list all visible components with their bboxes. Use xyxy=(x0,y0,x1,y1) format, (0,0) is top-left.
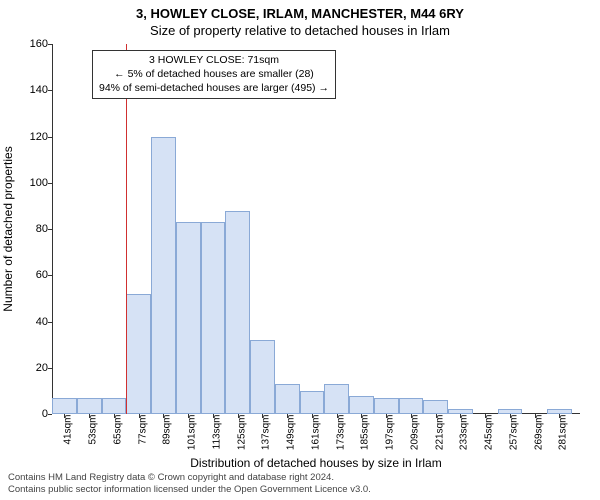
x-tick-label: 113sqm xyxy=(211,415,222,450)
histogram-bar xyxy=(102,398,127,414)
plot-inner: 02040608010012014016041sqm53sqm65sqm77sq… xyxy=(52,44,580,414)
y-tick-mark xyxy=(48,322,52,323)
x-tick-label: 209sqm xyxy=(409,415,420,451)
y-tick-label: 0 xyxy=(18,408,48,420)
y-tick-label: 20 xyxy=(18,362,48,374)
x-tick-label: 221sqm xyxy=(434,415,445,451)
chart-title-main: 3, HOWLEY CLOSE, IRLAM, MANCHESTER, M44 … xyxy=(0,0,600,21)
y-tick-mark xyxy=(48,90,52,91)
info-box: 3 HOWLEY CLOSE: 71sqm ← 5% of detached h… xyxy=(92,50,336,99)
x-tick-label: 281sqm xyxy=(558,415,569,451)
x-tick-label: 137sqm xyxy=(261,415,272,451)
x-axis-label: Distribution of detached houses by size … xyxy=(190,456,441,470)
x-tick-label: 269sqm xyxy=(533,415,544,451)
y-tick-mark xyxy=(48,44,52,45)
y-tick-label: 140 xyxy=(18,84,48,96)
histogram-bar xyxy=(324,384,349,414)
info-line-2: ← 5% of detached houses are smaller (28) xyxy=(99,67,329,81)
y-tick-mark xyxy=(48,368,52,369)
y-tick-mark xyxy=(48,229,52,230)
x-tick-label: 89sqm xyxy=(162,415,173,445)
y-tick-label: 160 xyxy=(18,38,48,50)
histogram-bar xyxy=(349,396,374,415)
info-line-1: 3 HOWLEY CLOSE: 71sqm xyxy=(99,53,329,67)
y-tick-label: 120 xyxy=(18,131,48,143)
marker-line xyxy=(126,44,127,414)
y-tick-label: 100 xyxy=(18,177,48,189)
x-tick-label: 149sqm xyxy=(286,415,297,451)
histogram-bar xyxy=(126,294,151,414)
histogram-bar xyxy=(201,222,226,414)
histogram-bar xyxy=(77,398,102,414)
x-tick-label: 233sqm xyxy=(459,415,470,451)
footer-attribution: Contains HM Land Registry data © Crown c… xyxy=(8,472,371,496)
plot-area: Number of detached properties Distributi… xyxy=(52,44,580,414)
x-tick-label: 41sqm xyxy=(63,415,74,445)
y-tick-mark xyxy=(48,275,52,276)
info-line-3: 94% of semi-detached houses are larger (… xyxy=(99,81,329,95)
histogram-bar xyxy=(300,391,325,414)
x-tick-label: 77sqm xyxy=(137,415,148,445)
y-axis-label: Number of detached properties xyxy=(1,146,15,311)
x-tick-label: 53sqm xyxy=(88,415,99,445)
x-tick-label: 185sqm xyxy=(360,415,371,451)
y-tick-mark xyxy=(48,183,52,184)
x-tick-label: 197sqm xyxy=(385,415,396,451)
y-tick-label: 40 xyxy=(18,316,48,328)
x-tick-label: 65sqm xyxy=(112,415,123,445)
histogram-bar xyxy=(374,398,399,414)
y-tick-label: 80 xyxy=(18,223,48,235)
histogram-bar xyxy=(151,137,176,415)
histogram-bar xyxy=(250,340,275,414)
histogram-bar xyxy=(52,398,77,414)
histogram-bar xyxy=(399,398,424,414)
footer-line-2: Contains public sector information licen… xyxy=(8,484,371,496)
histogram-bar xyxy=(225,211,250,415)
histogram-bar xyxy=(176,222,201,414)
x-tick-label: 173sqm xyxy=(335,415,346,451)
y-tick-mark xyxy=(48,414,52,415)
chart-container: 3, HOWLEY CLOSE, IRLAM, MANCHESTER, M44 … xyxy=(0,0,600,500)
x-tick-label: 161sqm xyxy=(310,415,321,451)
y-tick-mark xyxy=(48,137,52,138)
x-tick-label: 125sqm xyxy=(236,415,247,451)
histogram-bar xyxy=(423,400,448,414)
histogram-bar xyxy=(275,384,300,414)
footer-line-1: Contains HM Land Registry data © Crown c… xyxy=(8,472,371,484)
x-tick-label: 245sqm xyxy=(484,415,495,451)
x-tick-label: 257sqm xyxy=(508,415,519,451)
x-tick-label: 101sqm xyxy=(187,415,198,451)
y-tick-label: 60 xyxy=(18,269,48,281)
chart-title-sub: Size of property relative to detached ho… xyxy=(0,21,600,38)
